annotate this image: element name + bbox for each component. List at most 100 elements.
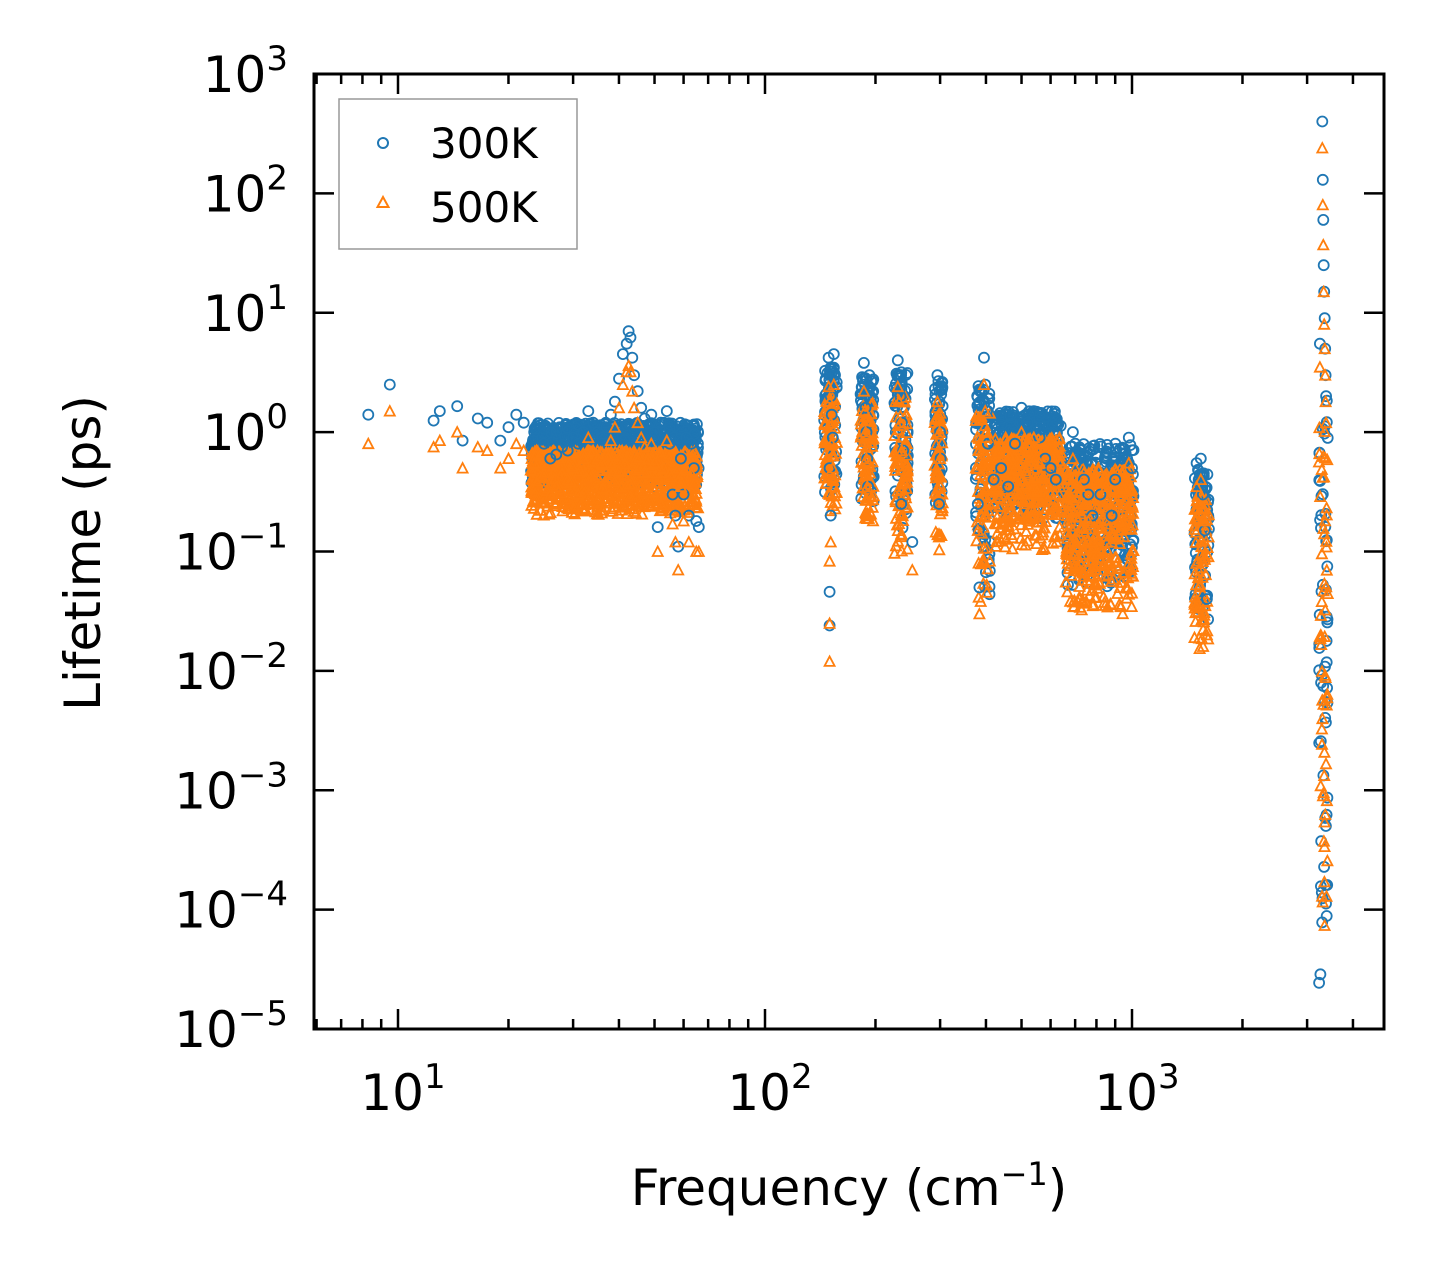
data-point-500k	[654, 498, 668, 511]
data-point-500k	[611, 506, 625, 519]
data-point-500k	[624, 364, 637, 378]
data-point-500k	[625, 384, 639, 397]
data-point-300k	[648, 426, 661, 439]
data-point-300k	[572, 437, 585, 450]
data-point-500k	[509, 436, 523, 450]
data-point-300k	[1197, 488, 1209, 501]
data-point-300k	[1021, 416, 1034, 429]
data-point-500k	[533, 469, 547, 482]
data-point-500k	[1313, 360, 1327, 373]
data-point-500k	[1109, 550, 1123, 563]
data-point-500k	[1035, 434, 1049, 448]
data-point-300k	[582, 405, 595, 418]
data-point-500k	[1125, 599, 1139, 612]
data-point-500k	[1194, 560, 1208, 574]
data-point-500k	[537, 466, 551, 479]
data-point-500k	[606, 448, 620, 461]
data-point-300k	[471, 412, 484, 425]
data-point-300k	[1078, 473, 1090, 486]
data-point-500k	[1320, 540, 1333, 553]
data-point-500k	[1320, 690, 1334, 704]
data-point-500k	[901, 463, 914, 477]
data-point-500k	[595, 503, 609, 516]
data-point-500k	[1124, 481, 1138, 494]
data-point-300k	[858, 356, 870, 369]
data-point-500k	[615, 498, 629, 512]
data-point-500k	[1112, 597, 1126, 610]
data-point-500k	[1008, 461, 1022, 474]
data-point-500k	[1091, 547, 1104, 560]
data-point-500k	[586, 443, 600, 457]
data-point-500k	[977, 377, 991, 391]
data-point-500k	[1021, 517, 1035, 530]
data-point-500k	[1026, 454, 1040, 467]
data-point-500k	[1104, 574, 1118, 587]
data-point-500k	[932, 527, 946, 540]
data-point-300k	[1094, 488, 1107, 501]
data-point-300k	[609, 395, 621, 408]
data-point-300k	[1049, 405, 1061, 418]
data-point-500k	[634, 430, 648, 444]
data-point-500k	[1316, 237, 1330, 251]
data-point-500k	[654, 444, 668, 458]
data-point-500k	[1317, 785, 1331, 799]
data-point-500k	[1048, 502, 1062, 516]
data-point-300k	[932, 380, 945, 393]
data-point-500k	[546, 444, 559, 457]
data-point-500k	[666, 517, 680, 530]
data-point-500k	[608, 420, 622, 433]
data-point-300k	[823, 369, 836, 382]
data-point-500k	[1195, 631, 1209, 645]
data-point-500k	[977, 552, 990, 566]
data-point-500k	[1319, 394, 1333, 408]
data-point-300k	[824, 509, 837, 522]
data-point-500k	[604, 433, 618, 447]
data-point-500k	[1197, 529, 1210, 543]
data-point-500k	[600, 447, 613, 460]
data-bands	[524, 361, 1335, 989]
data-point-300k	[1314, 735, 1327, 748]
data-point-500k	[684, 466, 698, 479]
data-point-500k	[1037, 504, 1051, 518]
data-point-500k	[1319, 415, 1333, 429]
data-point-500k	[866, 492, 880, 506]
data-point-300k	[1316, 115, 1329, 128]
data-point-500k	[931, 481, 945, 494]
data-point-300k	[1317, 259, 1330, 272]
data-point-500k	[1088, 562, 1102, 575]
data-point-500k	[566, 455, 580, 468]
data-point-500k	[1093, 490, 1107, 503]
data-point-500k	[856, 481, 870, 494]
data-point-500k	[900, 542, 914, 555]
data-point-500k	[549, 479, 563, 493]
data-point-500k	[1053, 439, 1067, 452]
data-point-500k	[544, 505, 557, 519]
data-point-500k	[994, 534, 1008, 547]
data-point-500k	[1031, 509, 1045, 523]
data-point-500k	[671, 461, 685, 474]
data-point-300k	[1321, 560, 1334, 573]
data-point-500k	[1123, 507, 1137, 520]
data-point-500k	[617, 452, 631, 465]
data-point-500k	[654, 479, 668, 493]
data-point-300k	[823, 619, 836, 632]
data-point-300k	[1201, 593, 1213, 605]
data-point-500k	[679, 461, 693, 474]
data-point-500k	[988, 455, 1002, 468]
data-point-500k	[823, 654, 837, 667]
data-point-300k	[1067, 426, 1079, 439]
data-point-500k	[1063, 594, 1077, 607]
data-point-300k	[1316, 488, 1329, 501]
data-point-300k	[1036, 407, 1048, 420]
data-point-300k	[1314, 968, 1327, 981]
data-point-500k	[1086, 598, 1100, 612]
data-point-500k	[1198, 550, 1212, 563]
data-point-300k	[622, 325, 635, 338]
data-point-300k	[663, 422, 676, 435]
data-point-500k	[1316, 197, 1330, 211]
data-point-300k	[906, 536, 919, 548]
data-point-500k	[595, 456, 609, 469]
data-point-500k	[1060, 531, 1074, 544]
data-point-300k	[1320, 390, 1332, 403]
data-point-500k	[433, 433, 447, 447]
